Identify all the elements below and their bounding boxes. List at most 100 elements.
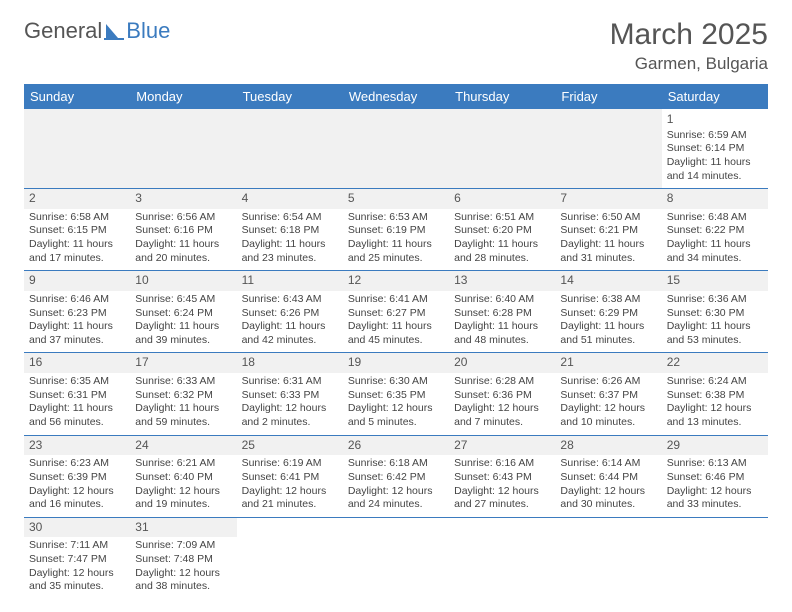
logo-text-a: General: [24, 18, 102, 44]
day-details: Sunrise: 6:28 AMSunset: 6:36 PMDaylight:…: [454, 375, 550, 430]
day-number: 6: [449, 189, 555, 209]
calendar-day-cell: 1Sunrise: 6:59 AMSunset: 6:14 PMDaylight…: [662, 109, 768, 189]
weekday-header: Wednesday: [343, 84, 449, 109]
day-details: Sunrise: 7:09 AMSunset: 7:48 PMDaylight:…: [135, 539, 231, 594]
day-details: Sunrise: 6:53 AMSunset: 6:19 PMDaylight:…: [348, 211, 444, 266]
day-details: Sunrise: 6:13 AMSunset: 6:46 PMDaylight:…: [667, 457, 763, 512]
calendar-day-cell: 7Sunrise: 6:50 AMSunset: 6:21 PMDaylight…: [555, 189, 661, 271]
calendar-week-row: 1Sunrise: 6:59 AMSunset: 6:14 PMDaylight…: [24, 109, 768, 189]
day-details: Sunrise: 6:21 AMSunset: 6:40 PMDaylight:…: [135, 457, 231, 512]
calendar-day-cell: 29Sunrise: 6:13 AMSunset: 6:46 PMDayligh…: [662, 435, 768, 517]
calendar-day-cell: [555, 109, 661, 189]
calendar-day-cell: [237, 109, 343, 189]
day-number: 28: [555, 436, 661, 456]
calendar-body: 1Sunrise: 6:59 AMSunset: 6:14 PMDaylight…: [24, 109, 768, 599]
day-number: 16: [24, 353, 130, 373]
day-details: Sunrise: 6:40 AMSunset: 6:28 PMDaylight:…: [454, 293, 550, 348]
day-number: 4: [237, 189, 343, 209]
calendar-week-row: 23Sunrise: 6:23 AMSunset: 6:39 PMDayligh…: [24, 435, 768, 517]
day-details: Sunrise: 6:14 AMSunset: 6:44 PMDaylight:…: [560, 457, 656, 512]
calendar-day-cell: 22Sunrise: 6:24 AMSunset: 6:38 PMDayligh…: [662, 353, 768, 435]
title-block: March 2025 Garmen, Bulgaria: [610, 18, 768, 74]
calendar-day-cell: 27Sunrise: 6:16 AMSunset: 6:43 PMDayligh…: [449, 435, 555, 517]
weekday-header: Tuesday: [237, 84, 343, 109]
day-details: Sunrise: 6:38 AMSunset: 6:29 PMDaylight:…: [560, 293, 656, 348]
calendar-day-cell: [24, 109, 130, 189]
day-number: 21: [555, 353, 661, 373]
weekday-header: Friday: [555, 84, 661, 109]
day-details: Sunrise: 6:54 AMSunset: 6:18 PMDaylight:…: [242, 211, 338, 266]
calendar-day-cell: [130, 109, 236, 189]
calendar-day-cell: 12Sunrise: 6:41 AMSunset: 6:27 PMDayligh…: [343, 271, 449, 353]
day-number: 10: [130, 271, 236, 291]
calendar-day-cell: 25Sunrise: 6:19 AMSunset: 6:41 PMDayligh…: [237, 435, 343, 517]
calendar-day-cell: [449, 109, 555, 189]
calendar-day-cell: 8Sunrise: 6:48 AMSunset: 6:22 PMDaylight…: [662, 189, 768, 271]
day-number: 8: [662, 189, 768, 209]
day-number: 30: [24, 518, 130, 538]
day-details: Sunrise: 6:26 AMSunset: 6:37 PMDaylight:…: [560, 375, 656, 430]
calendar-day-cell: 28Sunrise: 6:14 AMSunset: 6:44 PMDayligh…: [555, 435, 661, 517]
day-number: 11: [237, 271, 343, 291]
day-details: Sunrise: 6:43 AMSunset: 6:26 PMDaylight:…: [242, 293, 338, 348]
day-details: Sunrise: 6:51 AMSunset: 6:20 PMDaylight:…: [454, 211, 550, 266]
calendar-week-row: 16Sunrise: 6:35 AMSunset: 6:31 PMDayligh…: [24, 353, 768, 435]
calendar-day-cell: 6Sunrise: 6:51 AMSunset: 6:20 PMDaylight…: [449, 189, 555, 271]
day-number: 19: [343, 353, 449, 373]
calendar-day-cell: [662, 517, 768, 599]
calendar-week-row: 30Sunrise: 7:11 AMSunset: 7:47 PMDayligh…: [24, 517, 768, 599]
calendar-day-cell: 17Sunrise: 6:33 AMSunset: 6:32 PMDayligh…: [130, 353, 236, 435]
calendar-day-cell: 11Sunrise: 6:43 AMSunset: 6:26 PMDayligh…: [237, 271, 343, 353]
location: Garmen, Bulgaria: [610, 54, 768, 74]
day-number: 2: [24, 189, 130, 209]
calendar-week-row: 2Sunrise: 6:58 AMSunset: 6:15 PMDaylight…: [24, 189, 768, 271]
day-number: 1: [667, 112, 763, 128]
weekday-header: Sunday: [24, 84, 130, 109]
calendar-day-cell: [449, 517, 555, 599]
calendar-day-cell: [555, 517, 661, 599]
calendar-day-cell: 13Sunrise: 6:40 AMSunset: 6:28 PMDayligh…: [449, 271, 555, 353]
day-details: Sunrise: 6:16 AMSunset: 6:43 PMDaylight:…: [454, 457, 550, 512]
day-number: 14: [555, 271, 661, 291]
day-details: Sunrise: 6:46 AMSunset: 6:23 PMDaylight:…: [29, 293, 125, 348]
day-number: 25: [237, 436, 343, 456]
day-number: 5: [343, 189, 449, 209]
calendar-day-cell: [343, 517, 449, 599]
calendar-day-cell: [237, 517, 343, 599]
calendar-day-cell: 3Sunrise: 6:56 AMSunset: 6:16 PMDaylight…: [130, 189, 236, 271]
day-number: 23: [24, 436, 130, 456]
month-title: March 2025: [610, 18, 768, 52]
day-number: 18: [237, 353, 343, 373]
calendar-day-cell: 5Sunrise: 6:53 AMSunset: 6:19 PMDaylight…: [343, 189, 449, 271]
day-details: Sunrise: 6:31 AMSunset: 6:33 PMDaylight:…: [242, 375, 338, 430]
calendar-day-cell: 18Sunrise: 6:31 AMSunset: 6:33 PMDayligh…: [237, 353, 343, 435]
weekday-header-row: SundayMondayTuesdayWednesdayThursdayFrid…: [24, 84, 768, 109]
logo-sail-icon: [104, 22, 126, 40]
weekday-header: Saturday: [662, 84, 768, 109]
day-number: 26: [343, 436, 449, 456]
day-number: 24: [130, 436, 236, 456]
calendar-day-cell: 24Sunrise: 6:21 AMSunset: 6:40 PMDayligh…: [130, 435, 236, 517]
day-details: Sunrise: 7:11 AMSunset: 7:47 PMDaylight:…: [29, 539, 125, 594]
calendar-day-cell: [343, 109, 449, 189]
calendar-day-cell: 19Sunrise: 6:30 AMSunset: 6:35 PMDayligh…: [343, 353, 449, 435]
calendar-day-cell: 16Sunrise: 6:35 AMSunset: 6:31 PMDayligh…: [24, 353, 130, 435]
day-details: Sunrise: 6:59 AMSunset: 6:14 PMDaylight:…: [667, 129, 763, 184]
calendar-day-cell: 20Sunrise: 6:28 AMSunset: 6:36 PMDayligh…: [449, 353, 555, 435]
day-number: 29: [662, 436, 768, 456]
day-details: Sunrise: 6:45 AMSunset: 6:24 PMDaylight:…: [135, 293, 231, 348]
calendar-day-cell: 15Sunrise: 6:36 AMSunset: 6:30 PMDayligh…: [662, 271, 768, 353]
calendar-week-row: 9Sunrise: 6:46 AMSunset: 6:23 PMDaylight…: [24, 271, 768, 353]
logo: General Blue: [24, 18, 170, 44]
calendar-day-cell: 30Sunrise: 7:11 AMSunset: 7:47 PMDayligh…: [24, 517, 130, 599]
calendar-day-cell: 31Sunrise: 7:09 AMSunset: 7:48 PMDayligh…: [130, 517, 236, 599]
day-number: 12: [343, 271, 449, 291]
logo-text-b: Blue: [126, 18, 170, 44]
day-details: Sunrise: 6:56 AMSunset: 6:16 PMDaylight:…: [135, 211, 231, 266]
day-details: Sunrise: 6:23 AMSunset: 6:39 PMDaylight:…: [29, 457, 125, 512]
day-details: Sunrise: 6:30 AMSunset: 6:35 PMDaylight:…: [348, 375, 444, 430]
day-number: 17: [130, 353, 236, 373]
day-details: Sunrise: 6:24 AMSunset: 6:38 PMDaylight:…: [667, 375, 763, 430]
calendar-day-cell: 2Sunrise: 6:58 AMSunset: 6:15 PMDaylight…: [24, 189, 130, 271]
day-details: Sunrise: 6:36 AMSunset: 6:30 PMDaylight:…: [667, 293, 763, 348]
